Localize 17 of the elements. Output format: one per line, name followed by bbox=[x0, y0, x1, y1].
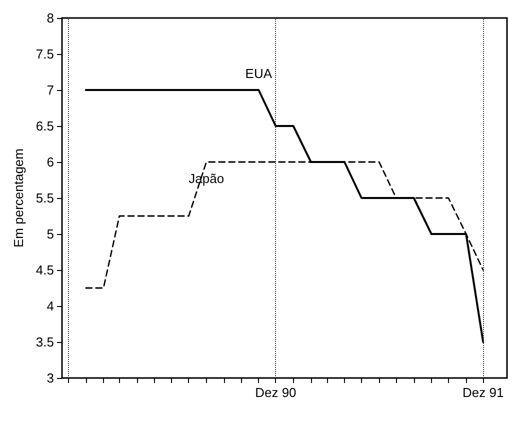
y-tick-label: 7.5 bbox=[36, 46, 54, 62]
y-tick-label: 3 bbox=[46, 370, 54, 386]
x-tick-label: Dez 91 bbox=[462, 385, 504, 400]
y-tick-label: 8 bbox=[46, 10, 54, 26]
series-label: EUA bbox=[245, 66, 272, 81]
y-tick-label: 4 bbox=[46, 298, 54, 314]
y-tick-label: 6.5 bbox=[36, 118, 54, 134]
series-label: Japão bbox=[188, 171, 224, 186]
y-tick-label: 6 bbox=[46, 154, 54, 170]
y-tick-label: 5.5 bbox=[36, 190, 54, 206]
line-series bbox=[84, 89, 484, 343]
y-tick-label: 4.5 bbox=[36, 262, 54, 278]
x-tick-label: Dez 90 bbox=[255, 385, 296, 400]
y-tick-label: 5 bbox=[46, 226, 54, 242]
y-tick-label: 7 bbox=[46, 82, 54, 98]
y-tick-label: 3.5 bbox=[36, 334, 54, 350]
y-axis-title: Em percentagem bbox=[11, 148, 26, 248]
